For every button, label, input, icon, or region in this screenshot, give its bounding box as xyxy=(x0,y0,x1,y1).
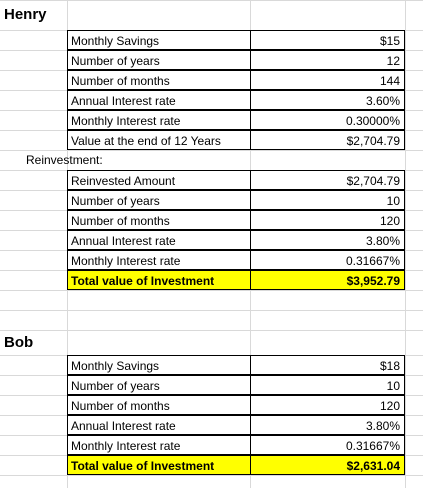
row-label: Monthly Interest rate xyxy=(67,435,251,455)
row-value: $2,704.79 xyxy=(250,170,405,190)
row-label: Number of months xyxy=(67,395,251,415)
row-value: 10 xyxy=(250,190,405,210)
row-value: 3.80% xyxy=(250,230,405,250)
row-label: Annual Interest rate xyxy=(67,415,251,435)
row-label: Reinvested Amount xyxy=(67,170,251,190)
row-label: Number of years xyxy=(67,50,251,70)
row-label: Monthly Interest rate xyxy=(67,110,251,130)
row-value: $2,631.04 xyxy=(250,455,405,475)
row-label: Value at the end of 12 Years xyxy=(67,130,251,150)
row-label: Monthly Savings xyxy=(67,30,251,50)
row-value: 0.31667% xyxy=(250,250,405,270)
row-label: Number of months xyxy=(67,70,251,90)
grid-line xyxy=(0,0,423,1)
grid-line xyxy=(0,475,423,476)
section-title: Bob xyxy=(4,334,34,351)
grid-line xyxy=(0,310,423,311)
row-value: $18 xyxy=(250,355,405,375)
row-label: Total value of Investment xyxy=(67,455,251,475)
section-title: Henry xyxy=(4,6,47,23)
row-label: Monthly Savings xyxy=(67,355,251,375)
row-value: $3,952.79 xyxy=(250,270,405,290)
row-value: $15 xyxy=(250,30,405,50)
row-label: Monthly Interest rate xyxy=(67,250,251,270)
grid-line xyxy=(0,290,423,291)
row-value: 120 xyxy=(250,395,405,415)
row-value: 3.60% xyxy=(250,90,405,110)
row-value: 0.30000% xyxy=(250,110,405,130)
row-value: 144 xyxy=(250,70,405,90)
row-value: 12 xyxy=(250,50,405,70)
row-label: Number of months xyxy=(67,210,251,230)
row-value: 120 xyxy=(250,210,405,230)
grid-line xyxy=(0,150,423,151)
row-label: Number of years xyxy=(67,375,251,395)
section-label: Reinvestment: xyxy=(26,153,103,167)
row-value: 3.80% xyxy=(250,415,405,435)
row-label: Annual Interest rate xyxy=(67,90,251,110)
row-label: Annual Interest rate xyxy=(67,230,251,250)
row-value: 10 xyxy=(250,375,405,395)
grid-line xyxy=(0,330,423,331)
grid-line xyxy=(405,0,406,488)
row-value: $2,704.79 xyxy=(250,130,405,150)
row-value: 0.31667% xyxy=(250,435,405,455)
row-label: Total value of Investment xyxy=(67,270,251,290)
row-label: Number of years xyxy=(67,190,251,210)
